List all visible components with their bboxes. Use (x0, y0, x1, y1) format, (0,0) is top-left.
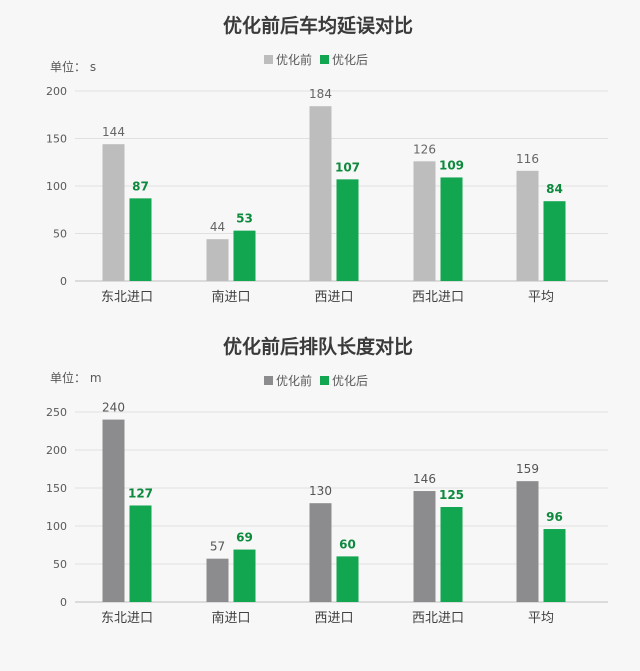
bar-after (129, 198, 152, 281)
y-tick-label: 100 (46, 520, 67, 533)
data-label: 96 (546, 510, 563, 524)
data-label: 116 (516, 152, 539, 166)
x-tick-label: 东北进口 (101, 290, 153, 305)
data-label: 53 (236, 212, 253, 226)
bar-before (206, 239, 229, 281)
bar-after (543, 201, 566, 281)
x-tick-label: 西北进口 (412, 611, 464, 626)
y-tick-label: 150 (46, 133, 67, 146)
y-axis-ticks: 0 50 100 150 200 (46, 85, 67, 288)
data-label: 144 (102, 125, 125, 139)
x-tick-label: 西进口 (314, 611, 353, 626)
data-label: 84 (546, 182, 563, 196)
data-label: 130 (309, 484, 332, 498)
data-label: 44 (210, 220, 225, 234)
bar-after (440, 177, 463, 281)
unit-label: 单位： m (50, 370, 102, 385)
unit-label: 单位： s (50, 59, 96, 74)
data-label: 87 (132, 179, 149, 193)
y-tick-label: 250 (46, 406, 67, 419)
x-tick-label: 南进口 (211, 289, 250, 305)
data-label: 60 (339, 537, 356, 551)
data-label: 159 (516, 462, 539, 476)
y-tick-label: 150 (46, 482, 67, 495)
data-label: 57 (210, 540, 225, 554)
chart-delay: 优化前后车均延误对比 单位： s 优化前 优化后 0 50 100 150 200 14… (46, 14, 608, 305)
y-axis-ticks: 0 50 100 150 200 250 (46, 406, 67, 609)
chart-queue: 优化前后排队长度对比 单位： m 优化前 优化后 0 50 100 150 200 250… (46, 335, 608, 626)
data-label: 126 (413, 142, 436, 156)
legend-label-before: 优化前 (276, 52, 312, 67)
bar-after (129, 505, 152, 602)
y-tick-label: 50 (53, 558, 67, 571)
bar-after (336, 556, 359, 602)
bar-before (309, 503, 332, 602)
bar-before (413, 491, 436, 602)
x-tick-label: 东北进口 (101, 611, 153, 626)
x-tick-label: 南进口 (211, 610, 250, 626)
bar-before (206, 558, 229, 602)
bar-after (336, 179, 359, 281)
data-label: 125 (439, 488, 464, 502)
data-label: 184 (309, 87, 332, 101)
y-tick-label: 50 (53, 228, 67, 241)
x-tick-label: 西北进口 (412, 290, 464, 305)
legend-swatch-after (320, 55, 329, 64)
legend-label-after: 优化后 (332, 53, 368, 67)
x-tick-label: 平均 (528, 611, 554, 626)
bar-before (516, 481, 539, 602)
legend-label-before: 优化前 (276, 373, 312, 388)
legend-swatch-after (320, 376, 329, 385)
data-label: 109 (439, 158, 464, 172)
y-tick-label: 0 (60, 275, 67, 288)
bar-before (413, 161, 436, 281)
data-label: 127 (128, 486, 153, 500)
y-tick-label: 100 (46, 180, 67, 193)
bar-after (233, 549, 256, 602)
data-label: 69 (236, 531, 253, 545)
legend-label-after: 优化后 (332, 374, 368, 388)
x-tick-label: 平均 (528, 290, 554, 305)
bar-before (309, 106, 332, 281)
data-label: 240 (102, 401, 125, 415)
y-tick-label: 200 (46, 85, 67, 98)
bar-before (516, 170, 539, 281)
bars (102, 106, 566, 281)
y-tick-label: 200 (46, 444, 67, 457)
data-label: 107 (335, 160, 360, 174)
x-tick-label: 西进口 (314, 290, 353, 305)
x-axis-ticks: 东北进口 南进口 西进口 西北进口 平均 (101, 610, 554, 626)
chart-title: 优化前后车均延误对比 (223, 14, 413, 37)
bar-after (233, 230, 256, 281)
chart-title: 优化前后排队长度对比 (223, 335, 413, 358)
bars (102, 419, 566, 602)
bar-after (543, 529, 566, 602)
y-tick-label: 0 (60, 596, 67, 609)
legend-swatch-before (264, 55, 273, 64)
bar-after (440, 507, 463, 602)
bar-before (102, 419, 125, 602)
data-label: 146 (413, 472, 436, 486)
legend: 优化前 优化后 (264, 52, 368, 67)
x-axis-ticks: 东北进口 南进口 西进口 西北进口 平均 (101, 289, 554, 305)
bar-before (102, 144, 125, 281)
legend: 优化前 优化后 (264, 373, 368, 388)
legend-swatch-before (264, 376, 273, 385)
